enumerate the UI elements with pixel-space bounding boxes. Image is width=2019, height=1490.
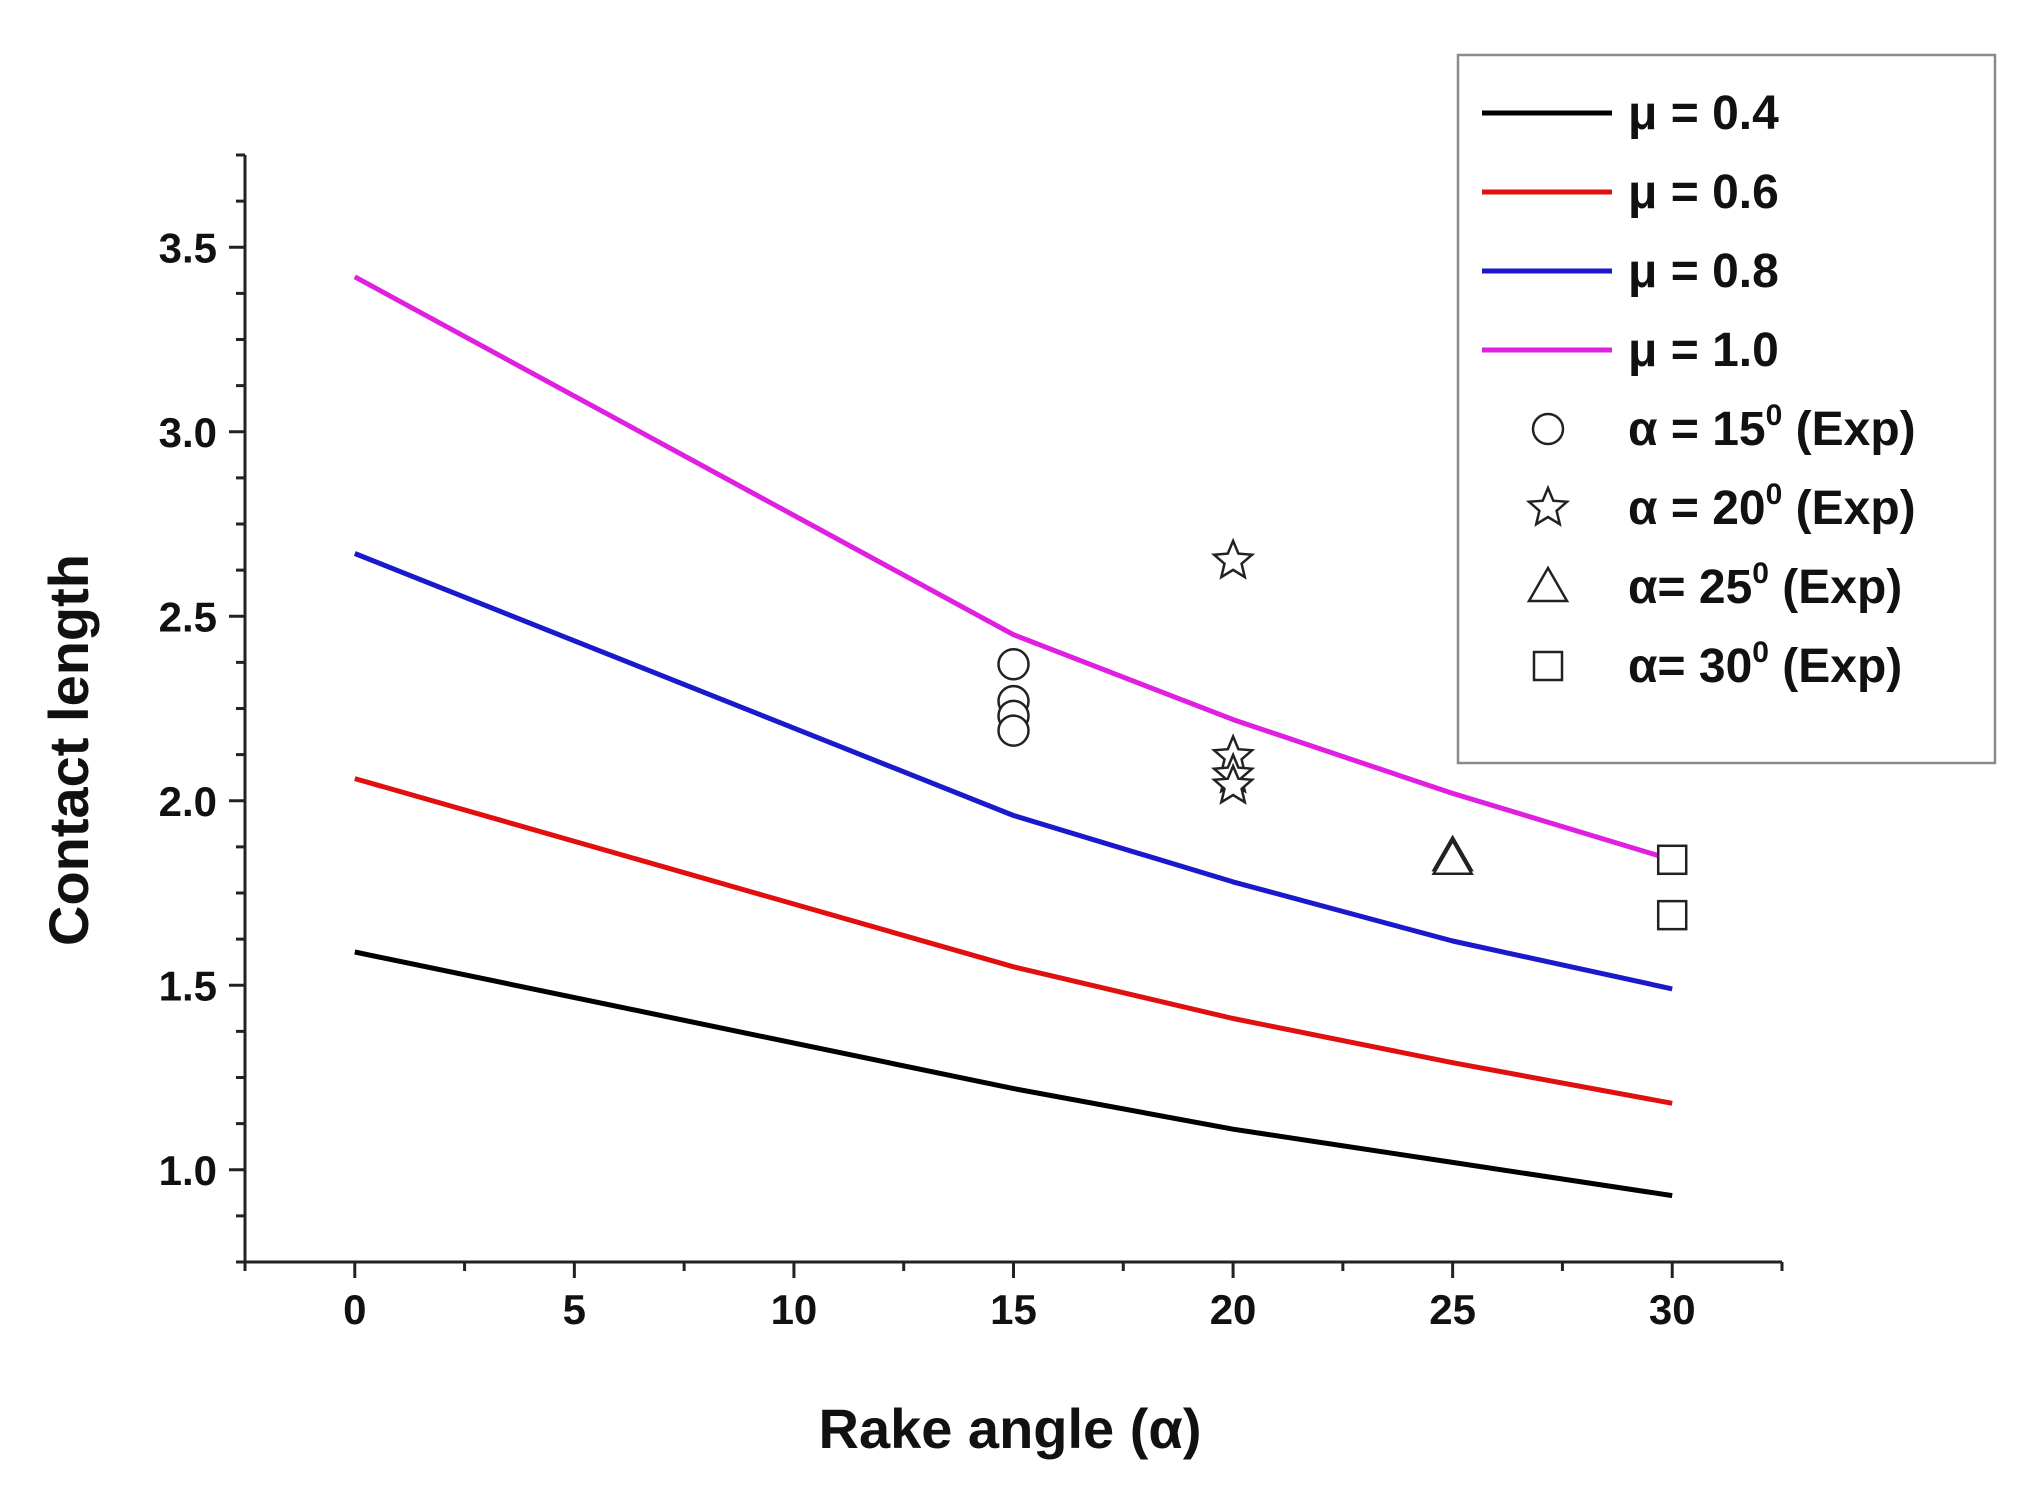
- series-line-0: [354, 949, 1673, 1199]
- exp-point-star: [1211, 762, 1256, 805]
- y-tick-label: 3.5: [159, 224, 217, 271]
- y-tick-label: 1.0: [159, 1147, 217, 1194]
- legend-marker-circle: [1531, 412, 1565, 446]
- legend-label-1: μ = 0.6: [1628, 166, 1779, 219]
- exp-point-square: [1656, 844, 1688, 876]
- x-tick-label: 20: [1210, 1286, 1257, 1333]
- x-axis-label: Rake angle (α): [819, 1397, 1202, 1460]
- legend-marker-square: [1532, 650, 1564, 682]
- x-tick-label: 25: [1429, 1286, 1476, 1333]
- y-tick-label: 2.0: [159, 778, 217, 825]
- legend-box: [1456, 53, 1997, 765]
- x-tick-label: 30: [1649, 1286, 1696, 1333]
- y-axis-label: Contact length: [37, 554, 100, 946]
- legend-marker-star: [1525, 484, 1571, 527]
- series-lines: [353, 274, 1673, 1199]
- x-tick-label: 0: [343, 1286, 366, 1333]
- exp-point-star: [1211, 537, 1256, 580]
- legend-exp-label-3: α= 300 (Exp): [1628, 636, 1902, 693]
- ticks: 0 5 10 15 20 25 30 1.0 1.5 2.0 2.5 3.0 3.5: [159, 153, 1784, 1333]
- exp-point-triangle: [1431, 838, 1474, 876]
- y-tick-label: 2.5: [159, 593, 217, 640]
- legend-marker-triangle: [1526, 565, 1570, 603]
- series-line-3: [353, 274, 1673, 863]
- experimental-markers: [997, 537, 1688, 931]
- exp-point-square: [1656, 899, 1688, 931]
- legend-exp-label-0: α = 150 (Exp): [1628, 399, 1916, 456]
- y-tick-label: 3.0: [159, 409, 217, 456]
- y-tick-label: 1.5: [159, 962, 217, 1009]
- legend-label-0: μ = 0.4: [1628, 87, 1779, 140]
- legend-label-2: μ = 0.8: [1628, 245, 1779, 298]
- x-tick-label: 5: [563, 1286, 586, 1333]
- series-line-2: [353, 551, 1673, 992]
- legend: μ = 0.4 μ = 0.6 μ = 0.8 μ = 1.0 α = 150 (Exp…: [1456, 53, 1997, 765]
- x-tick-label: 15: [990, 1286, 1037, 1333]
- series-line-1: [354, 776, 1673, 1106]
- x-tick-label: 10: [771, 1286, 818, 1333]
- legend-exp-label-2: α= 250 (Exp): [1628, 557, 1902, 614]
- legend-label-3: μ = 1.0: [1628, 324, 1779, 377]
- legend-exp-label-1: α = 200 (Exp): [1628, 478, 1916, 535]
- exp-point-circle: [997, 647, 1030, 681]
- exp-point-circle: [997, 714, 1030, 747]
